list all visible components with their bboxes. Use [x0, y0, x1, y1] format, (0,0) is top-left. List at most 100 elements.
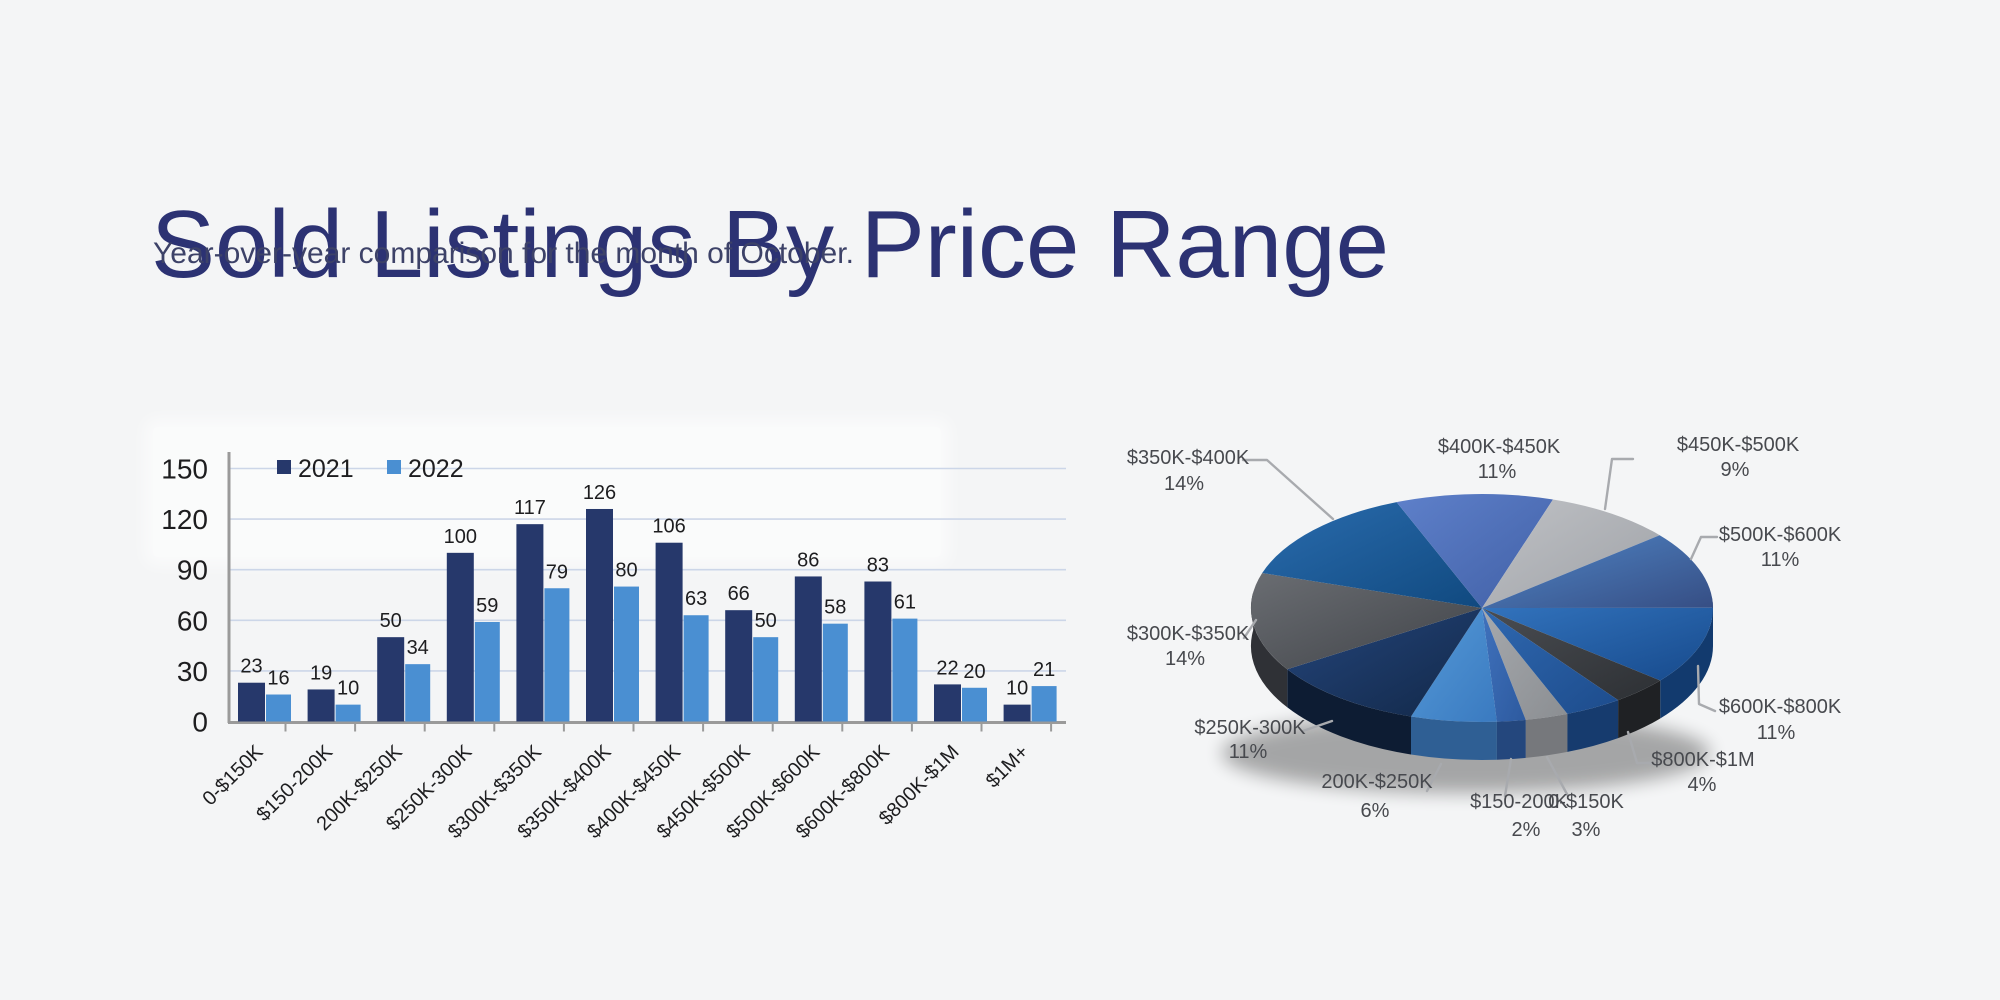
- bar-2022-5: [614, 586, 639, 722]
- pie-slice-1: [1482, 608, 1526, 722]
- bar-value-2021-7: 66: [728, 583, 750, 605]
- pie-label-5: $350K-$400K: [1127, 447, 1250, 469]
- bar-2022-10: [962, 687, 987, 722]
- bar-2021-10: [934, 684, 961, 722]
- pie-leader-0: [1545, 755, 1570, 798]
- pie-leader-1: [1503, 757, 1513, 798]
- bar-value-2022-8: 58: [824, 597, 846, 619]
- y-axis-label: 30: [177, 656, 208, 687]
- bar-2021-8: [794, 576, 822, 722]
- pie-pct-label-4: 14%: [1165, 648, 1205, 670]
- x-axis-label-0: 0-$150K: [199, 741, 268, 810]
- pie-slice-10: [1482, 608, 1661, 701]
- bar-2022-3: [474, 621, 500, 722]
- pie-leader-10: [1626, 730, 1653, 765]
- bar-2021-4: [516, 524, 544, 722]
- pie-slice-11: [1482, 608, 1619, 714]
- pie-wall-9: [1660, 607, 1714, 719]
- bar-value-2021-8: 86: [797, 549, 819, 571]
- pie-label-8: $500K-$600K: [1719, 524, 1842, 546]
- bar-2021-6: [655, 542, 683, 722]
- page-title: Sold Listings By Price Range: [151, 191, 1389, 299]
- pie-slice-0: [1482, 608, 1568, 720]
- bar-value-2021-2: 50: [380, 610, 402, 632]
- bar-2022-9: [892, 618, 918, 722]
- pie-leader-5: [1241, 458, 1335, 521]
- pie-label-4: $300K-$350K: [1127, 623, 1250, 645]
- pie-wall-1: [1496, 719, 1526, 760]
- pie-label-9: $600K-$800K: [1719, 696, 1842, 718]
- pie-pct-label-7: 9%: [1721, 459, 1750, 481]
- pie-label-2: 200K-$250K: [1321, 771, 1433, 793]
- legend-highlight-panel: [153, 427, 941, 557]
- bar-2021-2: [377, 637, 405, 722]
- bar-value-2022-2: 34: [407, 637, 429, 659]
- pie-pct-label-1: 2%: [1512, 819, 1541, 841]
- bar-value-2022-9: 61: [894, 592, 916, 614]
- pie-leader-8: [1689, 535, 1719, 561]
- y-axis-label: 60: [177, 605, 208, 636]
- bar-value-2022-11: 21: [1033, 659, 1055, 681]
- pie-label-6: $400K-$450K: [1438, 436, 1561, 458]
- pie-label-10: $800K-$1M: [1651, 749, 1754, 771]
- bar-value-2021-4: 117: [514, 497, 546, 519]
- x-axis-label-11: $1M+: [982, 741, 1033, 792]
- pie-pct-label-2: 6%: [1361, 800, 1390, 822]
- pie-chart: 0-$150K 3%$150-200K 2% 200K-$250K 6% $250K-30…: [1127, 434, 1842, 841]
- pie-leader-2: [1425, 762, 1443, 793]
- bar-2021-0: [238, 682, 265, 722]
- pie-pct-label-8: 11%: [1761, 549, 1800, 571]
- pie-slice-4: [1251, 573, 1482, 670]
- pie-slice-6: [1396, 494, 1553, 608]
- bar-value-2022-4: 79: [546, 561, 568, 583]
- bar-value-2021-3: 100: [444, 526, 477, 548]
- bar-value-2022-10: 20: [963, 661, 985, 683]
- bar-value-2022-3: 59: [476, 595, 498, 617]
- pie-pct-label-5: 14%: [1164, 473, 1204, 495]
- pie-slice-5: [1262, 502, 1482, 608]
- pie-label-7: $450K-$500K: [1677, 434, 1800, 456]
- bar-2021-9: [864, 581, 892, 722]
- pie-wall-2: [1411, 716, 1497, 761]
- bar-value-2022-0: 16: [267, 668, 289, 690]
- pie-leader-4: [1242, 618, 1258, 640]
- bar-2021-11: [1003, 704, 1031, 722]
- y-axis-label: 90: [177, 555, 208, 586]
- pie-pct-label-0: 3%: [1572, 819, 1601, 841]
- bar-value-2022-5: 80: [615, 560, 637, 582]
- page-subtitle: Year-over-year comparison for the month …: [153, 237, 854, 270]
- bar-2022-7: [753, 637, 779, 722]
- pie-slice-9: [1482, 607, 1714, 681]
- bar-value-2021-6: 106: [652, 516, 685, 538]
- legend-label-2022: 2022: [408, 455, 464, 483]
- pie-slice-8: [1482, 535, 1713, 608]
- bar-value-2022-6: 63: [685, 588, 707, 610]
- pie-pct-label-6: 11%: [1478, 461, 1517, 483]
- y-axis-label: 150: [161, 454, 208, 485]
- y-axis-label: 120: [161, 504, 208, 535]
- bar-value-2021-11: 10: [1006, 678, 1028, 700]
- bar-2022-2: [405, 664, 431, 722]
- pie-leader-7: [1603, 457, 1635, 511]
- pie-wall-3: [1287, 669, 1411, 755]
- legend-swatch-2022: [387, 460, 401, 474]
- bar-value-2021-10: 22: [936, 657, 958, 679]
- bar-2022-0: [266, 694, 291, 722]
- pie-slice-2: [1411, 608, 1497, 723]
- legend-label-2021: 2021: [298, 455, 354, 483]
- bar-2022-8: [822, 623, 848, 722]
- legend-swatch-2021: [277, 460, 291, 474]
- bar-2021-7: [725, 610, 753, 722]
- bar-2021-3: [446, 552, 474, 722]
- bar-2022-4: [544, 588, 570, 722]
- bar-2022-1: [335, 704, 361, 722]
- pie-slice-3: [1287, 608, 1482, 717]
- pie-wall-11: [1567, 700, 1619, 752]
- bar-value-2022-7: 50: [755, 610, 777, 632]
- bar-2022-6: [683, 615, 709, 722]
- pie-leader-3: [1301, 719, 1334, 733]
- pie-slice-7: [1482, 499, 1660, 608]
- pie-pct-label-3: 11%: [1229, 741, 1268, 763]
- y-axis-label: 0: [192, 707, 208, 738]
